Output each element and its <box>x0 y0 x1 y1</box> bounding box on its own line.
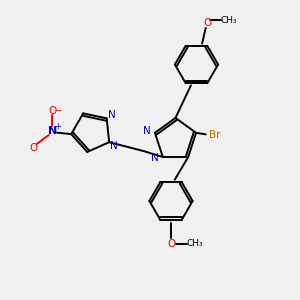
Text: N: N <box>110 141 118 151</box>
Text: CH₃: CH₃ <box>186 239 203 248</box>
Text: +: + <box>54 122 61 130</box>
Text: −: − <box>54 105 62 114</box>
Text: N: N <box>48 126 57 136</box>
Text: N: N <box>108 110 116 120</box>
Text: O: O <box>29 142 37 153</box>
Text: Br: Br <box>209 130 220 140</box>
Text: N: N <box>143 126 151 136</box>
Text: O: O <box>48 106 56 116</box>
Text: N: N <box>151 154 159 164</box>
Text: O: O <box>203 18 211 28</box>
Text: O: O <box>167 238 175 249</box>
Text: CH₃: CH₃ <box>220 16 237 25</box>
